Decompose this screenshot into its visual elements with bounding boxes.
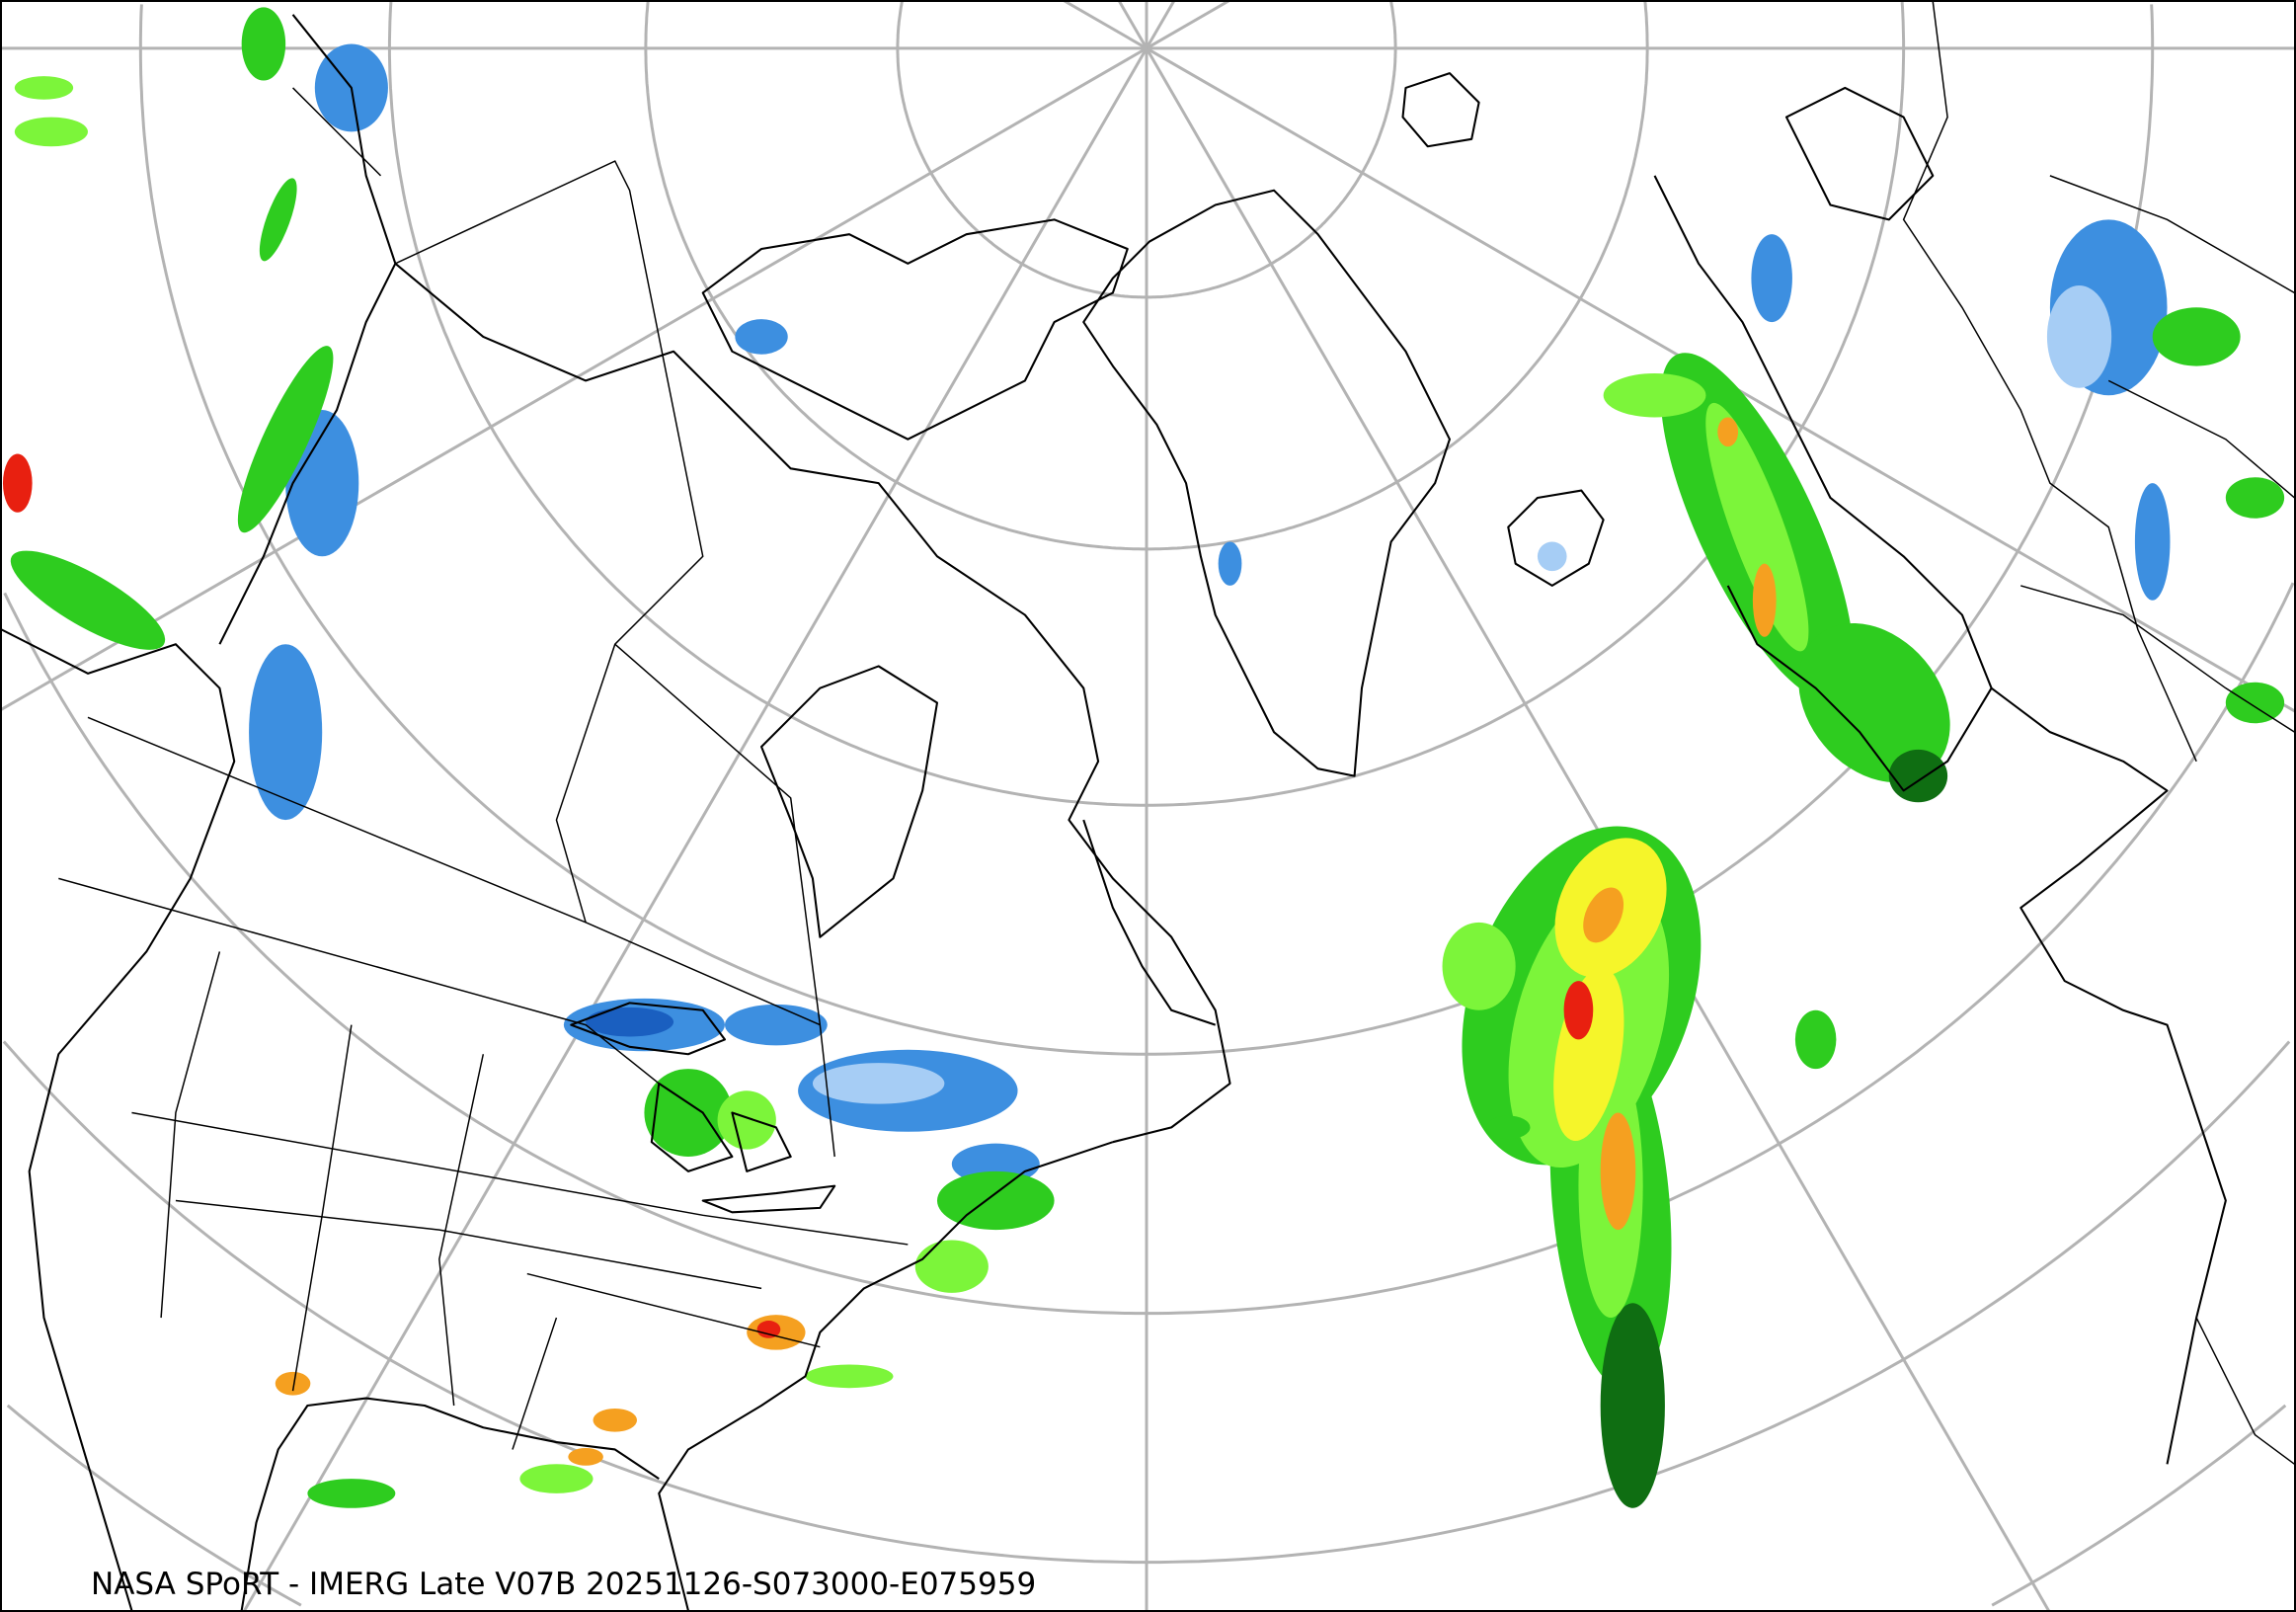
greenland (1082, 189, 1451, 777)
map-caption: NASA SPoRT - IMERG Late V07B 20251126-S0… (91, 1567, 1037, 1602)
svalbard (1401, 72, 1480, 148)
precip-north-america (237, 43, 1567, 1508)
hudson-bay (760, 665, 939, 938)
latitude-circle (644, 0, 1649, 551)
precip-northern-europe (1603, 219, 2285, 803)
precip-atlantic-storm (1442, 826, 1837, 1508)
coastlines (1, 14, 2227, 1611)
latitude-circle (896, 0, 1397, 299)
white-sea (1784, 86, 1935, 221)
latitude-circle (3, 582, 2295, 1316)
gulf-coast (240, 1397, 660, 1611)
great-lakes (570, 1002, 836, 1214)
arctic-islands (701, 218, 1129, 441)
labrador-coast (1082, 819, 1217, 1026)
europe-coast (1990, 686, 2227, 1465)
scandinavia (1653, 175, 1993, 792)
alaska-coast (218, 14, 397, 645)
meridian-line (1145, 0, 1176, 49)
latitude-circle (6, 1404, 2287, 1607)
meridian-line (242, 47, 1148, 1612)
meridian-line (1062, 0, 1148, 50)
north-america-north-coast (394, 263, 1231, 1144)
precip-layer (2, 7, 2285, 1508)
meridian-line (1117, 0, 1148, 49)
us-east-coast (658, 1141, 1114, 1611)
meridian-line (1146, 0, 1231, 50)
iceland (1507, 489, 1605, 587)
west-coast (1, 628, 236, 1611)
precip-pacific (2, 7, 297, 650)
meridian-line (0, 46, 1148, 712)
political-borders (58, 1, 2295, 1465)
